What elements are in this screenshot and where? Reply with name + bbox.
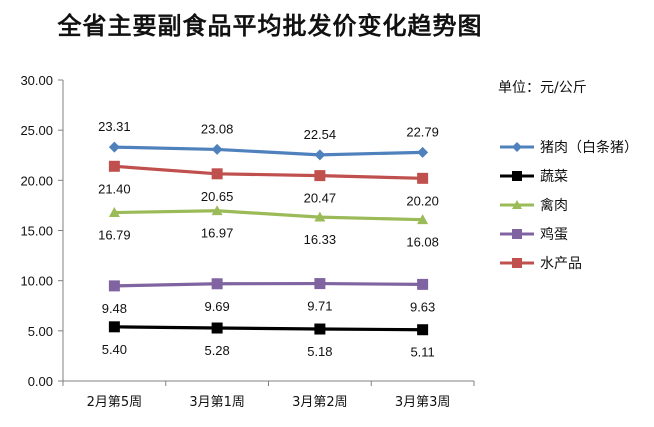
chart-title: 全省主要副食品平均批发价变化趋势图 bbox=[57, 11, 483, 40]
legend-label: 鸡蛋 bbox=[540, 227, 568, 243]
data-point bbox=[211, 143, 223, 155]
data-label: 16.97 bbox=[201, 226, 234, 241]
legend-label: 水产品 bbox=[540, 256, 582, 272]
y-tick-label: 20.00 bbox=[20, 173, 53, 188]
series-line bbox=[114, 145, 423, 157]
data-label: 23.08 bbox=[201, 121, 234, 136]
legend-marker bbox=[512, 142, 522, 152]
y-tick-label: 5.00 bbox=[28, 324, 53, 339]
data-point bbox=[417, 324, 429, 336]
data-point bbox=[211, 322, 223, 334]
data-point bbox=[211, 278, 223, 290]
y-tick-label: 15.00 bbox=[20, 224, 53, 239]
series-3: 9.48 9.69 9.71 9.63 bbox=[102, 278, 435, 316]
y-tick-label: 10.00 bbox=[20, 274, 53, 289]
data-point bbox=[417, 146, 429, 158]
data-label: 20.20 bbox=[406, 193, 439, 208]
legend-label: 猪肉（白条猪） bbox=[540, 140, 638, 156]
series-line bbox=[114, 325, 423, 332]
series-line bbox=[114, 164, 423, 180]
x-tick-label: 3月第3周 bbox=[395, 395, 451, 410]
data-point bbox=[417, 214, 429, 225]
series-2: 16.79 16.97 16.33 16.08 bbox=[98, 205, 439, 250]
data-point bbox=[108, 321, 120, 333]
data-point bbox=[108, 207, 120, 217]
data-label: 16.08 bbox=[406, 235, 439, 250]
data-point bbox=[108, 280, 120, 292]
legend-swatch bbox=[500, 200, 534, 209]
data-label: 22.79 bbox=[406, 124, 439, 139]
data-label: 9.48 bbox=[102, 301, 127, 316]
unit-label: 单位：元/公斤 bbox=[498, 80, 587, 96]
legend-label: 蔬菜 bbox=[540, 169, 568, 185]
data-point bbox=[314, 149, 326, 161]
data-label: 5.11 bbox=[410, 345, 434, 360]
x-tick-label: 3月第1周 bbox=[189, 395, 245, 410]
data-point bbox=[314, 323, 326, 335]
legend-swatch bbox=[500, 142, 534, 152]
legend-swatch bbox=[500, 258, 534, 268]
data-label: 21.40 bbox=[98, 181, 131, 196]
y-tick-label: 0.00 bbox=[28, 374, 53, 389]
data-point bbox=[314, 211, 326, 222]
y-tick-label: 30.00 bbox=[20, 73, 53, 88]
series-line bbox=[114, 281, 423, 288]
legend-marker bbox=[512, 258, 522, 268]
data-point bbox=[417, 278, 429, 290]
legend-marker bbox=[512, 171, 522, 181]
series-line bbox=[114, 209, 423, 222]
x-tick-label: 3月第2周 bbox=[292, 395, 348, 410]
data-point bbox=[108, 141, 120, 153]
legend-marker bbox=[512, 229, 522, 239]
data-label: 20.65 bbox=[201, 189, 234, 204]
data-label: 23.31 bbox=[98, 119, 131, 134]
legend-item: 猪肉（白条猪） bbox=[498, 136, 648, 158]
data-label: 16.33 bbox=[304, 232, 337, 247]
legend-item: 鸡蛋 bbox=[498, 223, 648, 245]
data-label: 5.40 bbox=[102, 342, 127, 357]
y-tick-label: 25.00 bbox=[20, 123, 53, 138]
data-label: 9.71 bbox=[307, 299, 332, 314]
data-label: 9.69 bbox=[204, 299, 229, 314]
legend-item: 禽肉 bbox=[498, 194, 648, 216]
x-tick-label: 2月第5周 bbox=[87, 395, 143, 410]
data-label: 9.63 bbox=[410, 299, 435, 314]
legend-item: 水产品 bbox=[498, 252, 648, 274]
legend-swatch bbox=[500, 229, 534, 239]
data-point bbox=[417, 172, 429, 184]
data-point bbox=[108, 160, 120, 172]
legend-item: 蔬菜 bbox=[498, 165, 648, 187]
data-label: 16.79 bbox=[98, 228, 131, 243]
data-point bbox=[211, 168, 223, 180]
data-point bbox=[314, 170, 326, 182]
data-point bbox=[211, 205, 223, 216]
data-label: 5.28 bbox=[204, 343, 229, 358]
data-label: 20.47 bbox=[304, 191, 337, 206]
series-0: 23.31 23.08 22.54 22.79 bbox=[98, 119, 439, 161]
series-4: 21.40 20.65 20.47 20.20 bbox=[98, 160, 439, 208]
legend-label: 禽肉 bbox=[540, 198, 568, 214]
series-1: 5.40 5.28 5.18 5.11 bbox=[102, 321, 435, 360]
legend-swatch bbox=[500, 171, 534, 181]
data-point bbox=[314, 278, 326, 290]
data-label: 22.54 bbox=[304, 127, 337, 142]
legend-marker bbox=[512, 200, 522, 209]
data-label: 5.18 bbox=[307, 344, 332, 359]
